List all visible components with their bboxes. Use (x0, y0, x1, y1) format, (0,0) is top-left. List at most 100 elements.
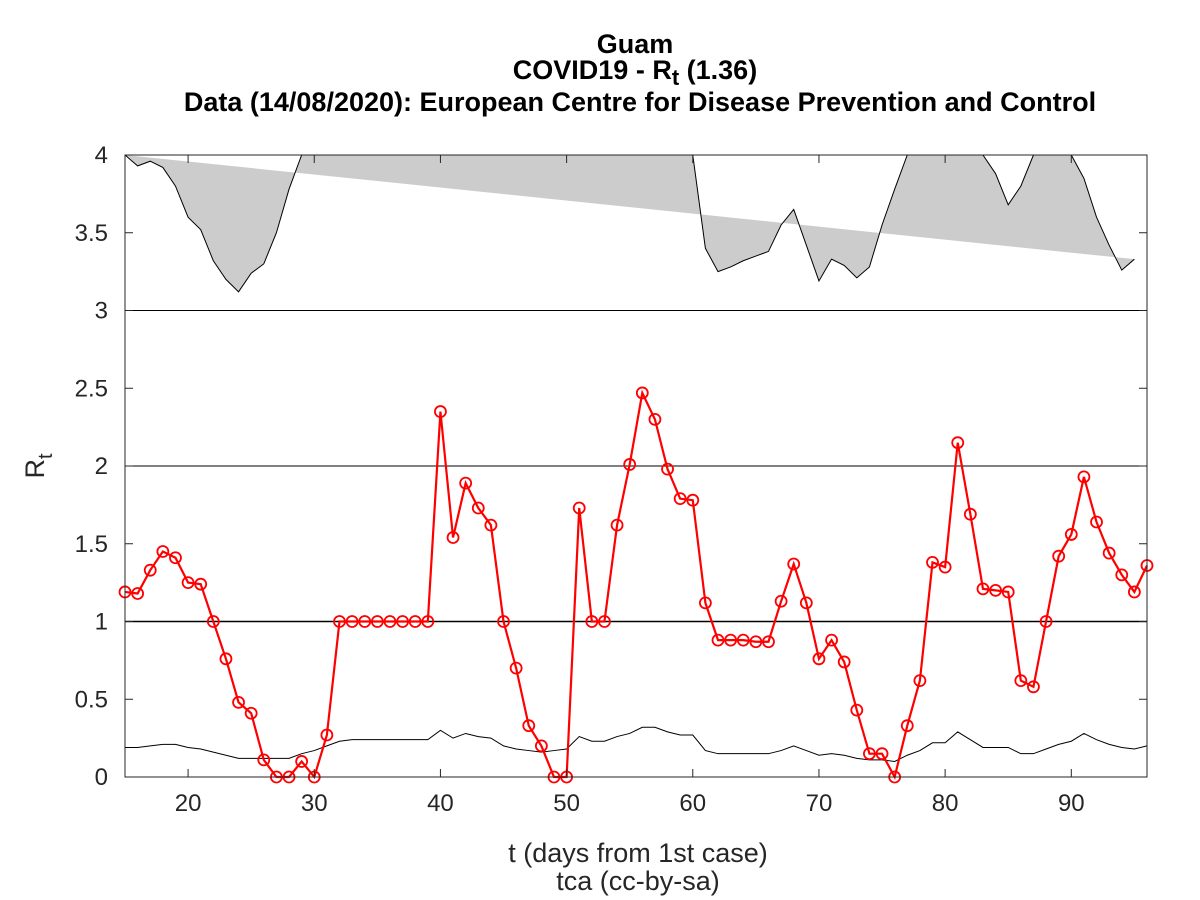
chart-title: Guam (596, 29, 674, 59)
rt-point-62 (711, 633, 725, 647)
rt-point-40 (434, 405, 447, 418)
y-tick-label-4: 4 (95, 142, 108, 169)
rt-point-77 (900, 719, 914, 733)
rt-point-91 (1077, 470, 1091, 484)
rt-point-83 (976, 582, 990, 596)
title-rt-value: (1.36) (679, 55, 758, 85)
rt-point-93 (1102, 546, 1116, 560)
rt-point-59 (673, 492, 687, 506)
rt-point-58 (661, 462, 674, 476)
rt-point-47 (522, 719, 536, 733)
rt-point-84 (989, 584, 1002, 597)
x-tick-label-30: 30 (301, 790, 328, 817)
chart-subtitle: Data (14/08/2020): European Centre for D… (183, 87, 1097, 117)
rt-point-85 (1001, 585, 1015, 599)
rt-point-26 (257, 753, 271, 767)
y-tick-label-2.5: 2.5 (75, 375, 108, 402)
rt-point-29 (295, 755, 309, 768)
rt-point-23 (219, 652, 233, 666)
rt-point-65 (749, 635, 763, 649)
y-axis-label-main: R (20, 459, 50, 479)
rt-point-43 (471, 501, 485, 515)
rt-point-42 (459, 476, 473, 490)
x-tick-label-20: 20 (175, 790, 202, 817)
rt-series-line (124, 389, 1148, 781)
rt-point-34 (358, 615, 372, 628)
rt-point-48 (534, 739, 548, 753)
rt-point-38 (408, 615, 422, 628)
rt-point-57 (648, 412, 662, 426)
rt-point-67 (774, 594, 788, 608)
rt-point-70 (812, 652, 826, 666)
rt-point-72 (837, 655, 851, 669)
y-axis-label-sub: t (35, 453, 57, 459)
rt-point-36 (383, 615, 397, 628)
y-tick-label-0.5: 0.5 (75, 686, 108, 713)
confidence-band (125, 155, 1135, 292)
rt-point-17 (143, 563, 157, 577)
rt-point-20 (181, 576, 195, 590)
y-tick-label-1.5: 1.5 (75, 531, 108, 558)
rt-point-18 (156, 545, 170, 558)
rt-point-87 (1027, 680, 1040, 694)
rt-point-71 (825, 633, 838, 647)
rt-point-89 (1052, 549, 1066, 563)
rt-point-41 (446, 531, 460, 544)
rt-point-37 (396, 615, 409, 628)
rt-point-68 (787, 557, 801, 571)
y-tick-label-3: 3 (95, 298, 108, 325)
rt-point-52 (585, 615, 599, 628)
rt-point-80 (938, 560, 952, 574)
rt-point-94 (1115, 568, 1129, 582)
x-tick-label-40: 40 (427, 790, 454, 817)
x-tick-label-80: 80 (932, 790, 959, 817)
rt-point-39 (421, 615, 435, 628)
rt-point-60 (686, 493, 700, 507)
rt-point-74 (863, 747, 876, 761)
rt-point-33 (345, 615, 359, 628)
band-lower-edge (125, 726, 1148, 762)
rt-point-16 (131, 587, 145, 600)
rt-point-35 (370, 615, 384, 628)
rt-point-90 (1064, 528, 1078, 541)
rt-point-44 (484, 518, 498, 532)
rt-point-21 (194, 577, 208, 591)
rt-point-81 (951, 436, 965, 450)
rt-point-51 (572, 501, 586, 515)
x-tick-label-70: 70 (806, 790, 833, 817)
title-rt-prefix: COVID19 - R (512, 55, 672, 85)
rt-point-25 (244, 706, 258, 720)
rt-point-79 (926, 556, 939, 569)
rt-point-69 (799, 596, 813, 610)
rt-point-64 (736, 633, 750, 647)
rt-point-22 (206, 615, 220, 628)
rt-point-92 (1090, 515, 1103, 529)
x-axis-label: t (days from 1st case) (508, 838, 768, 868)
rt-point-88 (1039, 615, 1053, 628)
rt-point-31 (320, 728, 334, 742)
rt-point-54 (610, 518, 624, 532)
rt-point-61 (698, 596, 712, 610)
rt-point-75 (875, 747, 889, 761)
x-tick-label-60: 60 (679, 790, 706, 817)
rt-point-55 (623, 458, 637, 471)
rt-point-45 (497, 615, 510, 628)
rt-point-95 (1127, 585, 1141, 599)
rt-point-66 (762, 635, 775, 649)
y-tick-label-1: 1 (95, 609, 108, 636)
rt-point-82 (963, 507, 977, 521)
rt-point-86 (1014, 674, 1028, 687)
rt-point-78 (913, 674, 927, 687)
rt-point-24 (232, 695, 245, 709)
rt-point-53 (598, 615, 611, 628)
x-axis-sublabel: tca (cc-by-sa) (556, 866, 720, 896)
rt-point-56 (635, 386, 649, 400)
y-tick-label-3.5: 3.5 (75, 220, 108, 247)
x-tick-label-90: 90 (1058, 790, 1085, 817)
rt-point-46 (509, 661, 523, 675)
svg-text:Rt: Rt (20, 453, 57, 479)
chart-title-rt: COVID19 - Rt (1.36) (35, 57, 1200, 89)
title-rt-subscript: t (671, 65, 680, 90)
x-tick-label-50: 50 (553, 790, 580, 817)
rt-point-63 (724, 633, 738, 647)
